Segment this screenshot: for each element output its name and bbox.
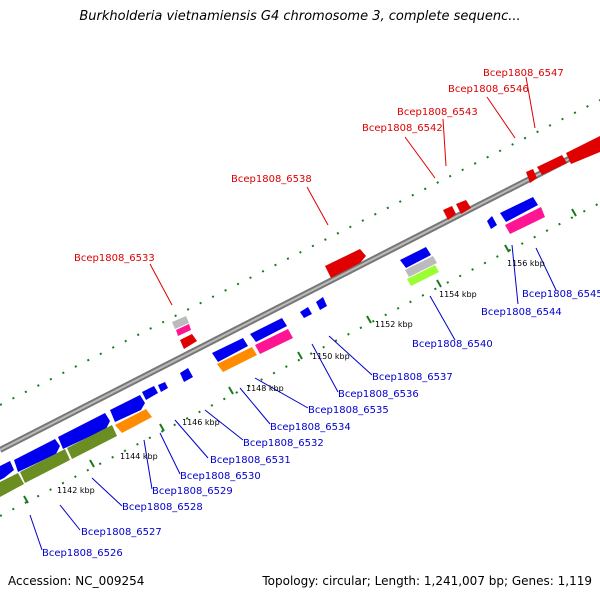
gene-label-6534[interactable]: Bcep1808_6534 [270,422,351,433]
gene-label-6545[interactable]: Bcep1808_6545 [522,289,600,300]
gene-6546 [526,169,537,183]
gene-label-6528[interactable]: Bcep1808_6528 [122,502,203,513]
gene-6533-grey [172,316,189,329]
gene-label-6526[interactable]: Bcep1808_6526 [42,548,123,559]
gene-label-6535[interactable]: Bcep1808_6535 [308,405,389,416]
gene-blue-9 [250,318,287,342]
gene-olive-3 [67,425,117,459]
gene-label-6544[interactable]: Bcep1808_6544 [481,307,562,318]
gene-blue-2 [14,439,60,472]
gene-blue-6 [158,382,168,392]
gene-magenta-2 [505,207,545,234]
gene-label-6532[interactable]: Bcep1808_6532 [243,438,324,449]
gene-label-6537[interactable]: Bcep1808_6537 [372,372,453,383]
gene-grey [405,256,437,277]
accession-label: Accession: NC_009254 [8,574,145,588]
gene-label-6546[interactable]: Bcep1808_6546 [448,84,529,95]
scale-label-1148: 1148 kbp [246,384,284,393]
gene-blue-10 [300,307,312,318]
gene-blue-12 [400,247,431,268]
reverse-features [0,197,545,497]
gene-label-6543[interactable]: Bcep1808_6543 [397,107,478,118]
top-leaders [149,76,536,306]
gene-label-6538[interactable]: Bcep1808_6538 [231,174,312,185]
major-ticks [23,208,577,504]
gene-6547b [566,136,600,164]
gene-blue-1 [0,461,14,480]
gene-lime [407,265,439,286]
forward-features [172,136,600,349]
gene-blue-11 [316,297,327,310]
gene-blue-13 [487,216,497,229]
gene-blue-8 [212,338,248,362]
gene-label-6529[interactable]: Bcep1808_6529 [152,486,233,497]
gene-label-6530[interactable]: Bcep1808_6530 [180,471,261,482]
gene-label-6542[interactable]: Bcep1808_6542 [362,123,443,134]
gene-label-6536[interactable]: Bcep1808_6536 [338,389,419,400]
map-title: Burkholderia vietnamiensis G4 chromosome… [79,9,521,24]
gene-6547a [537,155,567,175]
gene-6542 [443,206,456,220]
topology-summary: Topology: circular; Length: 1,241,007 bp… [262,574,592,588]
gene-label-6533[interactable]: Bcep1808_6533 [74,253,155,264]
gene-orange-1 [115,409,152,433]
scale-label-1144: 1144 kbp [120,452,158,461]
gene-olive-2 [20,449,70,483]
gene-blue-7 [180,368,193,382]
scale-label-1152: 1152 kbp [375,320,413,329]
inner-tick-line [0,202,600,517]
scale-label-1156: 1156 kbp [507,259,545,268]
scale-label-1150: 1150 kbp [312,352,350,361]
scale-label-1142: 1142 kbp [57,486,95,495]
gene-blue-14 [500,197,538,222]
gene-6538 [325,249,366,278]
gene-blue-4 [110,395,145,422]
gene-olive-1 [0,473,24,497]
gene-6533-pink [176,324,191,336]
gene-blue-3 [58,413,110,449]
gene-orange-2 [217,347,257,372]
outer-tick-line [0,99,600,406]
scale-label-1154: 1154 kbp [439,290,477,299]
gene-label-6547[interactable]: Bcep1808_6547 [483,68,564,79]
gene-magenta-1 [255,329,293,354]
gene-label-6531[interactable]: Bcep1808_6531 [210,455,291,466]
bottom-leaders [29,244,557,551]
gene-label-6540[interactable]: Bcep1808_6540 [412,339,493,350]
scale-label-1146: 1146 kbp [182,418,220,427]
gene-label-6527[interactable]: Bcep1808_6527 [81,527,162,538]
gene-blue-5 [142,386,158,400]
gene-6533-red [180,334,197,349]
gene-6543 [456,200,471,214]
